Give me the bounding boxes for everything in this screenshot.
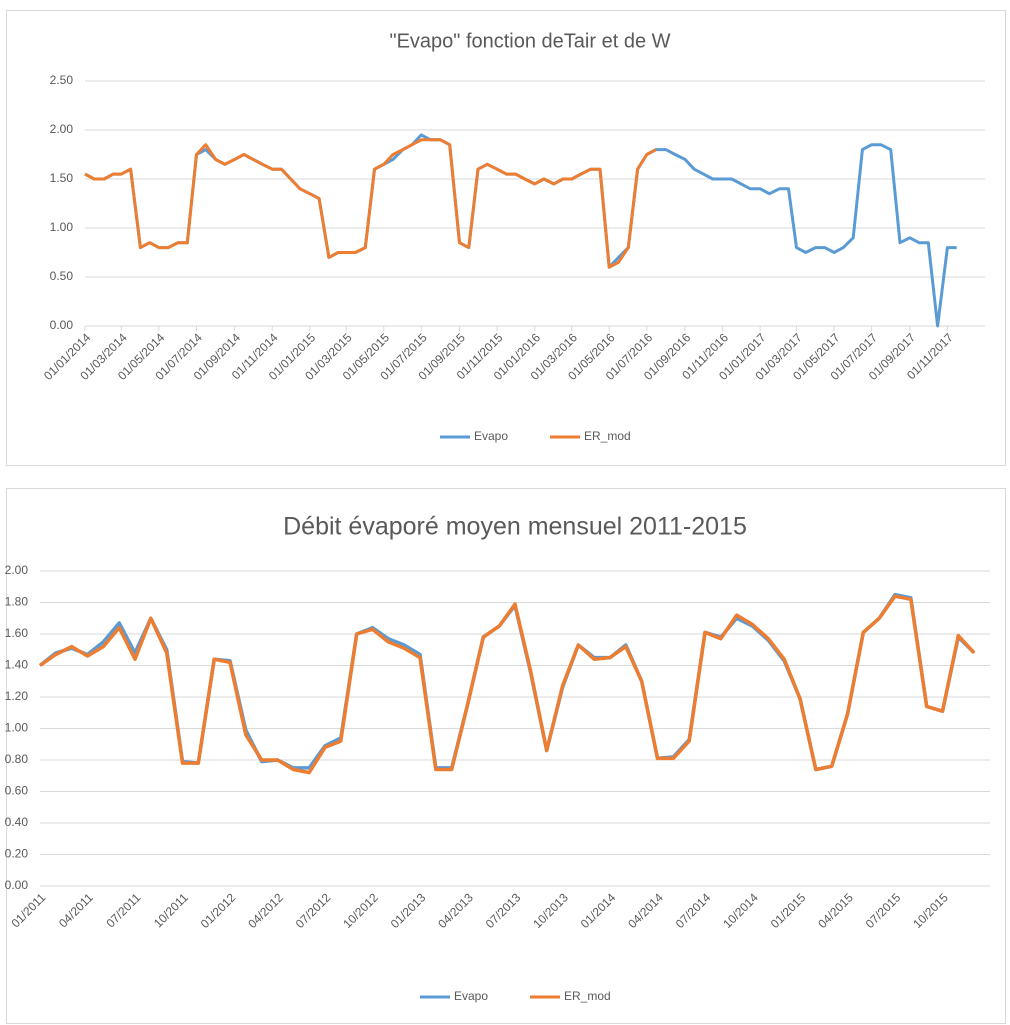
chart-title: "Evapo" fonction deTair et de W — [389, 30, 670, 52]
legend-label: ER_mod — [584, 429, 631, 443]
y-tick-label: 0.40 — [5, 815, 29, 829]
legend-label: Evapo — [454, 989, 488, 1003]
series-line — [39, 594, 976, 775]
chart-frame — [6, 10, 1006, 466]
y-tick-label: 1.00 — [50, 220, 74, 234]
y-tick-label: 1.40 — [5, 658, 29, 672]
chart-title: Débit évaporé moyen mensuel 2011-2015 — [283, 513, 747, 541]
legend-label: Evapo — [474, 429, 508, 443]
chart-frame — [6, 488, 1006, 1024]
y-tick-label: 0.60 — [5, 784, 29, 798]
y-tick-label: 0.00 — [50, 318, 74, 332]
y-tick-label: 1.50 — [50, 171, 74, 185]
y-tick-label: 2.00 — [50, 122, 74, 136]
legend-label: ER_mod — [564, 989, 611, 1003]
y-tick-label: 0.20 — [5, 847, 29, 861]
y-tick-label: 0.80 — [5, 752, 29, 766]
series-line — [84, 138, 657, 269]
y-tick-label: 1.00 — [5, 721, 29, 735]
y-tick-label: 2.50 — [50, 73, 74, 87]
y-tick-label: 1.80 — [5, 595, 29, 609]
y-tick-label: 1.20 — [5, 689, 29, 703]
y-tick-label: 0.00 — [5, 878, 29, 892]
y-tick-label: 2.00 — [5, 563, 29, 577]
y-tick-label: 0.50 — [50, 269, 74, 283]
y-tick-label: 1.60 — [5, 626, 29, 640]
